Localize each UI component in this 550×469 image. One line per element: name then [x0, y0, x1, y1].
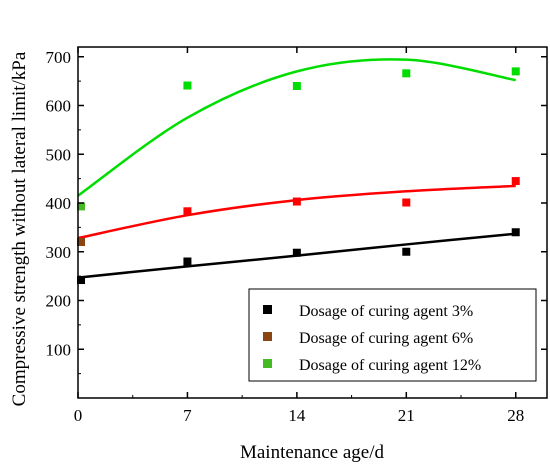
fit-curve-3	[77, 58, 516, 197]
plot-frame	[77, 46, 548, 399]
data-point-series-3	[77, 202, 85, 211]
legend: Dosage of curing agent 3% Dosage of curin…	[248, 288, 537, 382]
y-tick-label: 200	[46, 292, 72, 311]
legend-marker-2	[263, 332, 272, 341]
data-point-series-1	[183, 257, 192, 266]
data-point-series-1	[511, 228, 520, 237]
y-tick-label: 300	[46, 243, 72, 262]
legend-label-1: Dosage of curing agent 3%	[299, 303, 473, 320]
data-point-series-1	[77, 276, 85, 285]
legend-marker-3	[263, 359, 272, 368]
legend-label-3: Dosage of curing agent 12%	[299, 357, 481, 374]
data-point-series-2	[77, 238, 85, 246]
axes: 0 7 14 21 28 100 200 300 400 500 600 700	[46, 46, 548, 425]
x-tick-label: 0	[74, 406, 83, 425]
data-point-series-2	[183, 207, 192, 216]
fit-curve-2	[77, 184, 516, 240]
y-tick-label: 400	[46, 194, 72, 213]
data-point-series-2	[511, 177, 520, 186]
y-tick-label: 600	[46, 97, 72, 116]
legend-box	[248, 288, 537, 382]
x-tick-label: 14	[288, 406, 306, 425]
y-axis-title: Compressive strength without lateral lim…	[9, 51, 30, 406]
data-point-series-3	[402, 69, 411, 78]
x-tick-label: 21	[398, 406, 415, 425]
legend-label-2: Dosage of curing agent 6%	[299, 330, 473, 347]
x-tick-label: 7	[183, 406, 192, 425]
data-point-series-3	[292, 82, 301, 90]
data-point-series-3	[511, 67, 520, 76]
plot-area	[77, 58, 520, 285]
y-tick-label: 100	[46, 340, 72, 359]
data-point-series-1	[292, 248, 301, 257]
y-tick-label: 500	[46, 145, 72, 164]
data-point-series-1	[402, 247, 411, 256]
x-tick-label: 28	[507, 406, 524, 425]
data-point-series-2	[402, 198, 411, 207]
data-point-series-2	[292, 197, 301, 206]
x-axis-title: Maintenance age/d	[240, 442, 385, 463]
legend-marker-1	[263, 305, 272, 314]
data-point-series-3	[183, 81, 192, 90]
y-tick-label: 700	[46, 48, 72, 67]
